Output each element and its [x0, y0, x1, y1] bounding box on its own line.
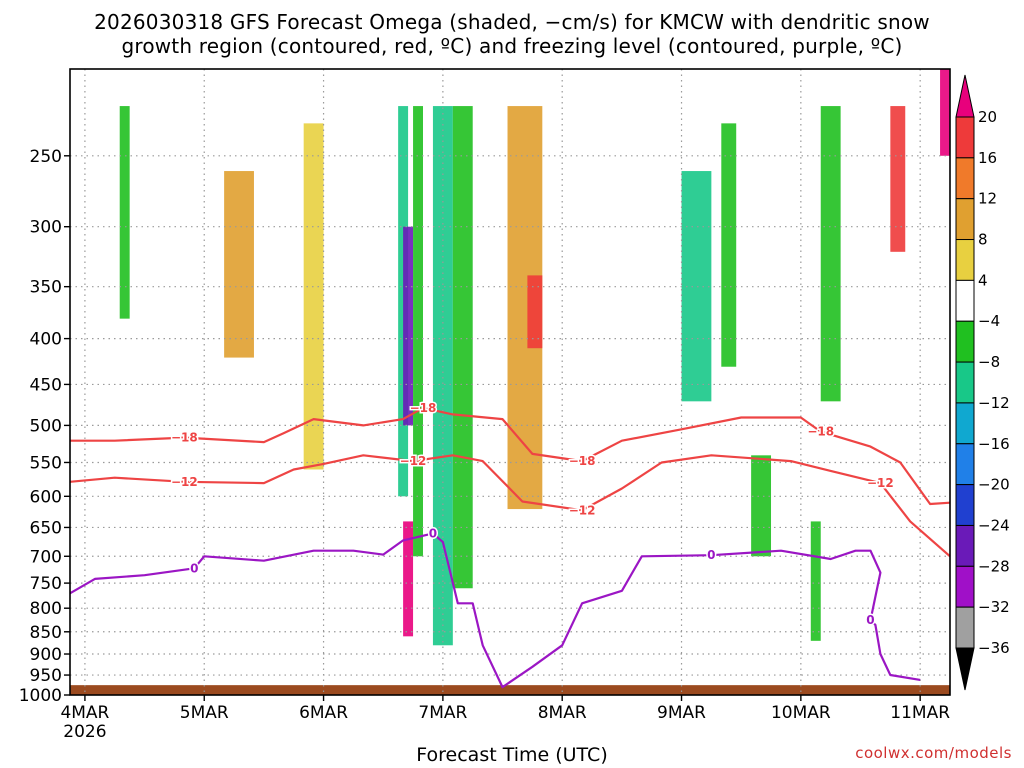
chart-title-line-2: growth region (contoured, red, ºC) and f… — [121, 34, 903, 58]
colorbar-box — [955, 198, 975, 241]
colorbar-label: −24 — [978, 516, 1010, 534]
ground-terrain — [70, 685, 950, 695]
colorbar-label: −12 — [978, 394, 1010, 412]
freezing-level-contour-label: 0 — [866, 613, 874, 627]
x-tick-label: 6MAR — [299, 703, 348, 723]
chart-title-line-1: 2026030318 GFS Forecast Omega (shaded, −… — [94, 10, 930, 34]
y-tick-label: 950 — [30, 666, 62, 686]
isotherm-minus12-contour-label: −12 — [171, 475, 198, 489]
colorbar-box — [955, 402, 975, 445]
isotherm-minus18-contour-label: −18 — [807, 425, 834, 439]
isotherm-minus18-contour-label: −18 — [410, 401, 437, 415]
omega-region — [403, 226, 414, 426]
x-tick-label: 11MAR — [890, 703, 950, 723]
omega-region — [432, 106, 453, 646]
grid-lines — [70, 69, 950, 695]
isotherm-minus12-contour-label: −12 — [400, 454, 427, 468]
colorbar-label: −28 — [978, 557, 1010, 575]
y-tick-label: 400 — [30, 330, 62, 350]
x-tick-label: 10MAR — [771, 703, 831, 723]
omega-region — [413, 106, 423, 557]
y-tick-label: 250 — [30, 147, 62, 167]
x-tick-label: 9MAR — [657, 703, 706, 723]
omega-region — [721, 123, 737, 367]
colorbar-label: −32 — [978, 598, 1010, 616]
isotherm-minus12-contour — [69, 454, 951, 558]
y-tick-label: 550 — [30, 453, 62, 473]
y-tick-label: 300 — [30, 218, 62, 238]
isotherm-minus18-contour-label: −18 — [171, 431, 198, 445]
freezing-level-contour — [69, 532, 921, 689]
plot-frame — [69, 68, 951, 696]
omega-region — [403, 521, 414, 637]
isotherm-minus12-contour-label: −12 — [569, 503, 596, 517]
colorbar-label: −8 — [978, 353, 1000, 371]
colorbar-box — [955, 484, 975, 526]
colorbar-label: 12 — [978, 190, 997, 208]
colorbar-box — [955, 157, 975, 200]
omega-region — [119, 106, 130, 319]
colorbar-box — [955, 239, 975, 281]
isotherm-minus18-contour-label: −18 — [569, 454, 596, 468]
y-tick-label: 450 — [30, 375, 62, 395]
y-tick-label: 900 — [30, 645, 62, 665]
colorbar-label: 16 — [978, 149, 997, 167]
y-tick-label: 600 — [30, 487, 62, 507]
omega-region — [527, 275, 543, 349]
isotherm-minus18-contour — [70, 406, 951, 506]
colorbar-box — [955, 279, 975, 322]
omega-region — [940, 69, 950, 156]
freezing-level-contour-label: 0 — [190, 561, 198, 575]
omega-region — [890, 106, 906, 252]
colorbar-label: −16 — [978, 435, 1010, 453]
colorbar-top-arrow — [955, 74, 975, 118]
colorbar-label: 4 — [978, 271, 988, 289]
y-tick-label: 700 — [30, 547, 62, 567]
omega-region — [810, 521, 821, 641]
colorbar-box — [955, 443, 975, 486]
colorbar-label: −4 — [978, 312, 1000, 330]
colorbar-label: 8 — [978, 231, 988, 249]
colorbar-box — [955, 524, 975, 567]
omega-region — [820, 106, 841, 402]
freezing-level-contour-label: 0 — [707, 548, 715, 562]
credit-link[interactable]: coolwx.com/models — [855, 744, 1012, 762]
colorbar-label: 20 — [978, 108, 997, 126]
colorbar-box — [955, 320, 975, 363]
colorbar-box — [955, 116, 975, 159]
contour-layer: −18 −18 −18 −18 −12 −12 −12 −12 0 0 0 0 — [69, 399, 951, 689]
colorbar-box — [955, 565, 975, 608]
colorbar-label: −20 — [978, 476, 1010, 494]
y-axis-labels: 2503003504004505005506006507007508008509… — [19, 147, 70, 706]
omega-region — [303, 123, 324, 470]
x-tick-label: 8MAR — [538, 703, 587, 723]
x-tick-label: 7MAR — [418, 703, 467, 723]
x-tick-label: 5MAR — [180, 703, 229, 723]
y-tick-label: 1000 — [19, 686, 62, 706]
y-tick-label: 350 — [30, 278, 62, 298]
omega-region — [224, 171, 254, 358]
isotherm-minus12-contour-label: −12 — [867, 476, 894, 490]
colorbar-label: −36 — [978, 639, 1010, 657]
omega-region — [452, 106, 473, 589]
y-tick-label: 750 — [30, 574, 62, 594]
y-tick-label: 850 — [30, 623, 62, 643]
omega-region — [751, 455, 772, 557]
y-tick-label: 650 — [30, 518, 62, 538]
x-tick-label: 4MAR — [60, 703, 109, 723]
y-tick-label: 800 — [30, 599, 62, 619]
omega-shading-layer — [119, 69, 950, 646]
freezing-level-contour-label: 0 — [429, 526, 437, 540]
x-tick-sublabel: 2026 — [63, 722, 106, 742]
omega-colorbar: 20 16 12 8 4 −4 −8 −12 −16 −20 −24 −28 −32 −36 — [955, 74, 1010, 691]
colorbar-box — [955, 606, 975, 649]
x-axis-title: Forecast Time (UTC) — [416, 744, 608, 766]
colorbar-bottom-arrow — [955, 647, 975, 691]
colorbar-box — [955, 361, 975, 404]
y-tick-label: 500 — [30, 416, 62, 436]
